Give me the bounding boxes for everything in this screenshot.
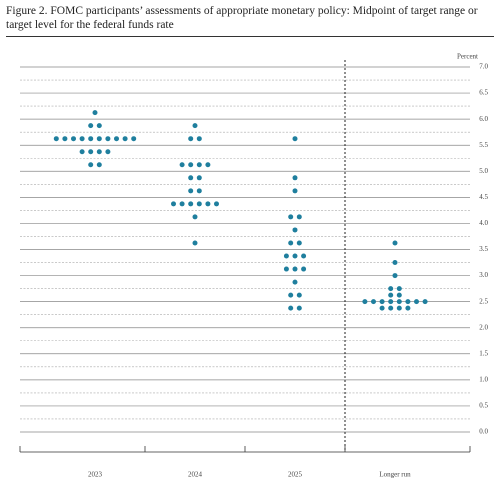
y-tick-label: 4.0: [479, 219, 488, 227]
y-tick-label: 5.0: [479, 167, 488, 175]
dot: [396, 305, 402, 311]
dot: [362, 299, 368, 305]
y-tick-label: 0.0: [479, 428, 488, 436]
dot: [62, 136, 68, 142]
y-tick-label: 0.5: [479, 402, 488, 410]
y-tick-label: 1.0: [479, 375, 488, 383]
dot: [171, 201, 176, 207]
dot: [131, 136, 137, 142]
y-tick-label: 6.5: [479, 89, 488, 97]
dot: [392, 273, 398, 279]
dot: [296, 214, 302, 220]
dot: [301, 253, 307, 259]
dot: [414, 299, 419, 305]
dot: [179, 201, 185, 207]
dot: [292, 136, 298, 142]
dot: [96, 136, 102, 142]
dot: [292, 175, 298, 181]
dot: [196, 175, 202, 181]
dot: [196, 201, 202, 207]
dot: [288, 214, 294, 220]
dot: [79, 136, 85, 142]
dot: [88, 162, 94, 168]
dot: [283, 253, 289, 259]
dot: [296, 240, 302, 246]
dot: [288, 305, 294, 311]
dot: [96, 123, 102, 129]
x-tick-label: 2023: [88, 471, 103, 479]
dot: [188, 136, 194, 142]
dot: [88, 123, 94, 129]
dot: [392, 240, 398, 246]
dot: [283, 266, 289, 272]
dot: [396, 286, 402, 292]
dot: [388, 299, 394, 305]
dot: [214, 201, 219, 207]
dot: [379, 305, 385, 311]
y-tick-label: 3.0: [479, 271, 488, 279]
y-tick-label: 2.0: [479, 323, 488, 331]
dot: [379, 299, 385, 305]
dot: [396, 299, 402, 305]
dot: [205, 201, 211, 207]
dot: [288, 240, 294, 246]
dot: [196, 162, 202, 168]
y-tick-label: 7.0: [479, 63, 488, 71]
dot: [388, 286, 394, 292]
dot: [396, 292, 402, 298]
dot: [405, 305, 411, 311]
dot: [96, 162, 102, 168]
y-axis-label: Percent: [457, 53, 478, 61]
dot: [188, 201, 194, 207]
dot: [122, 136, 128, 142]
x-tick-label: 2024: [188, 471, 203, 479]
y-tick-label: 2.5: [479, 297, 488, 305]
dot: [53, 136, 59, 142]
dot: [188, 162, 194, 168]
dot: [301, 266, 307, 272]
x-tick-label: 2025: [288, 471, 303, 479]
dot: [79, 149, 85, 155]
dot: [188, 175, 194, 181]
dot: [292, 279, 298, 285]
dot: [292, 253, 298, 259]
dot: [179, 162, 185, 168]
dot: [292, 227, 298, 233]
dot: [96, 149, 102, 155]
dot: [196, 136, 202, 142]
dot: [371, 299, 376, 305]
dot: [88, 149, 94, 155]
dot: [205, 162, 211, 168]
dot: [192, 240, 198, 246]
dot: [292, 266, 298, 272]
dot: [188, 188, 194, 194]
dot: [192, 123, 198, 129]
dot: [288, 292, 294, 298]
dot: [105, 149, 111, 155]
x-tick-label: Longer run: [379, 471, 411, 479]
dot: [405, 299, 411, 305]
y-tick-label: 5.5: [479, 141, 488, 149]
dot: [196, 188, 202, 194]
dot: [92, 110, 98, 116]
y-tick-label: 6.0: [479, 115, 488, 123]
dot: [422, 299, 428, 305]
dot: [296, 305, 302, 311]
dot: [292, 188, 298, 194]
dot: [71, 136, 76, 142]
dot: [388, 305, 394, 311]
y-tick-label: 3.5: [479, 245, 488, 253]
dot: [114, 136, 119, 142]
chart-title: Figure 2. FOMC participants’ assessments…: [6, 4, 494, 37]
dot: [392, 260, 398, 266]
dot: [296, 292, 302, 298]
dot: [88, 136, 94, 142]
y-tick-label: 1.5: [479, 349, 488, 357]
dot: [105, 136, 111, 142]
dot: [192, 214, 198, 220]
y-tick-label: 4.5: [479, 193, 488, 201]
dot: [388, 292, 394, 298]
